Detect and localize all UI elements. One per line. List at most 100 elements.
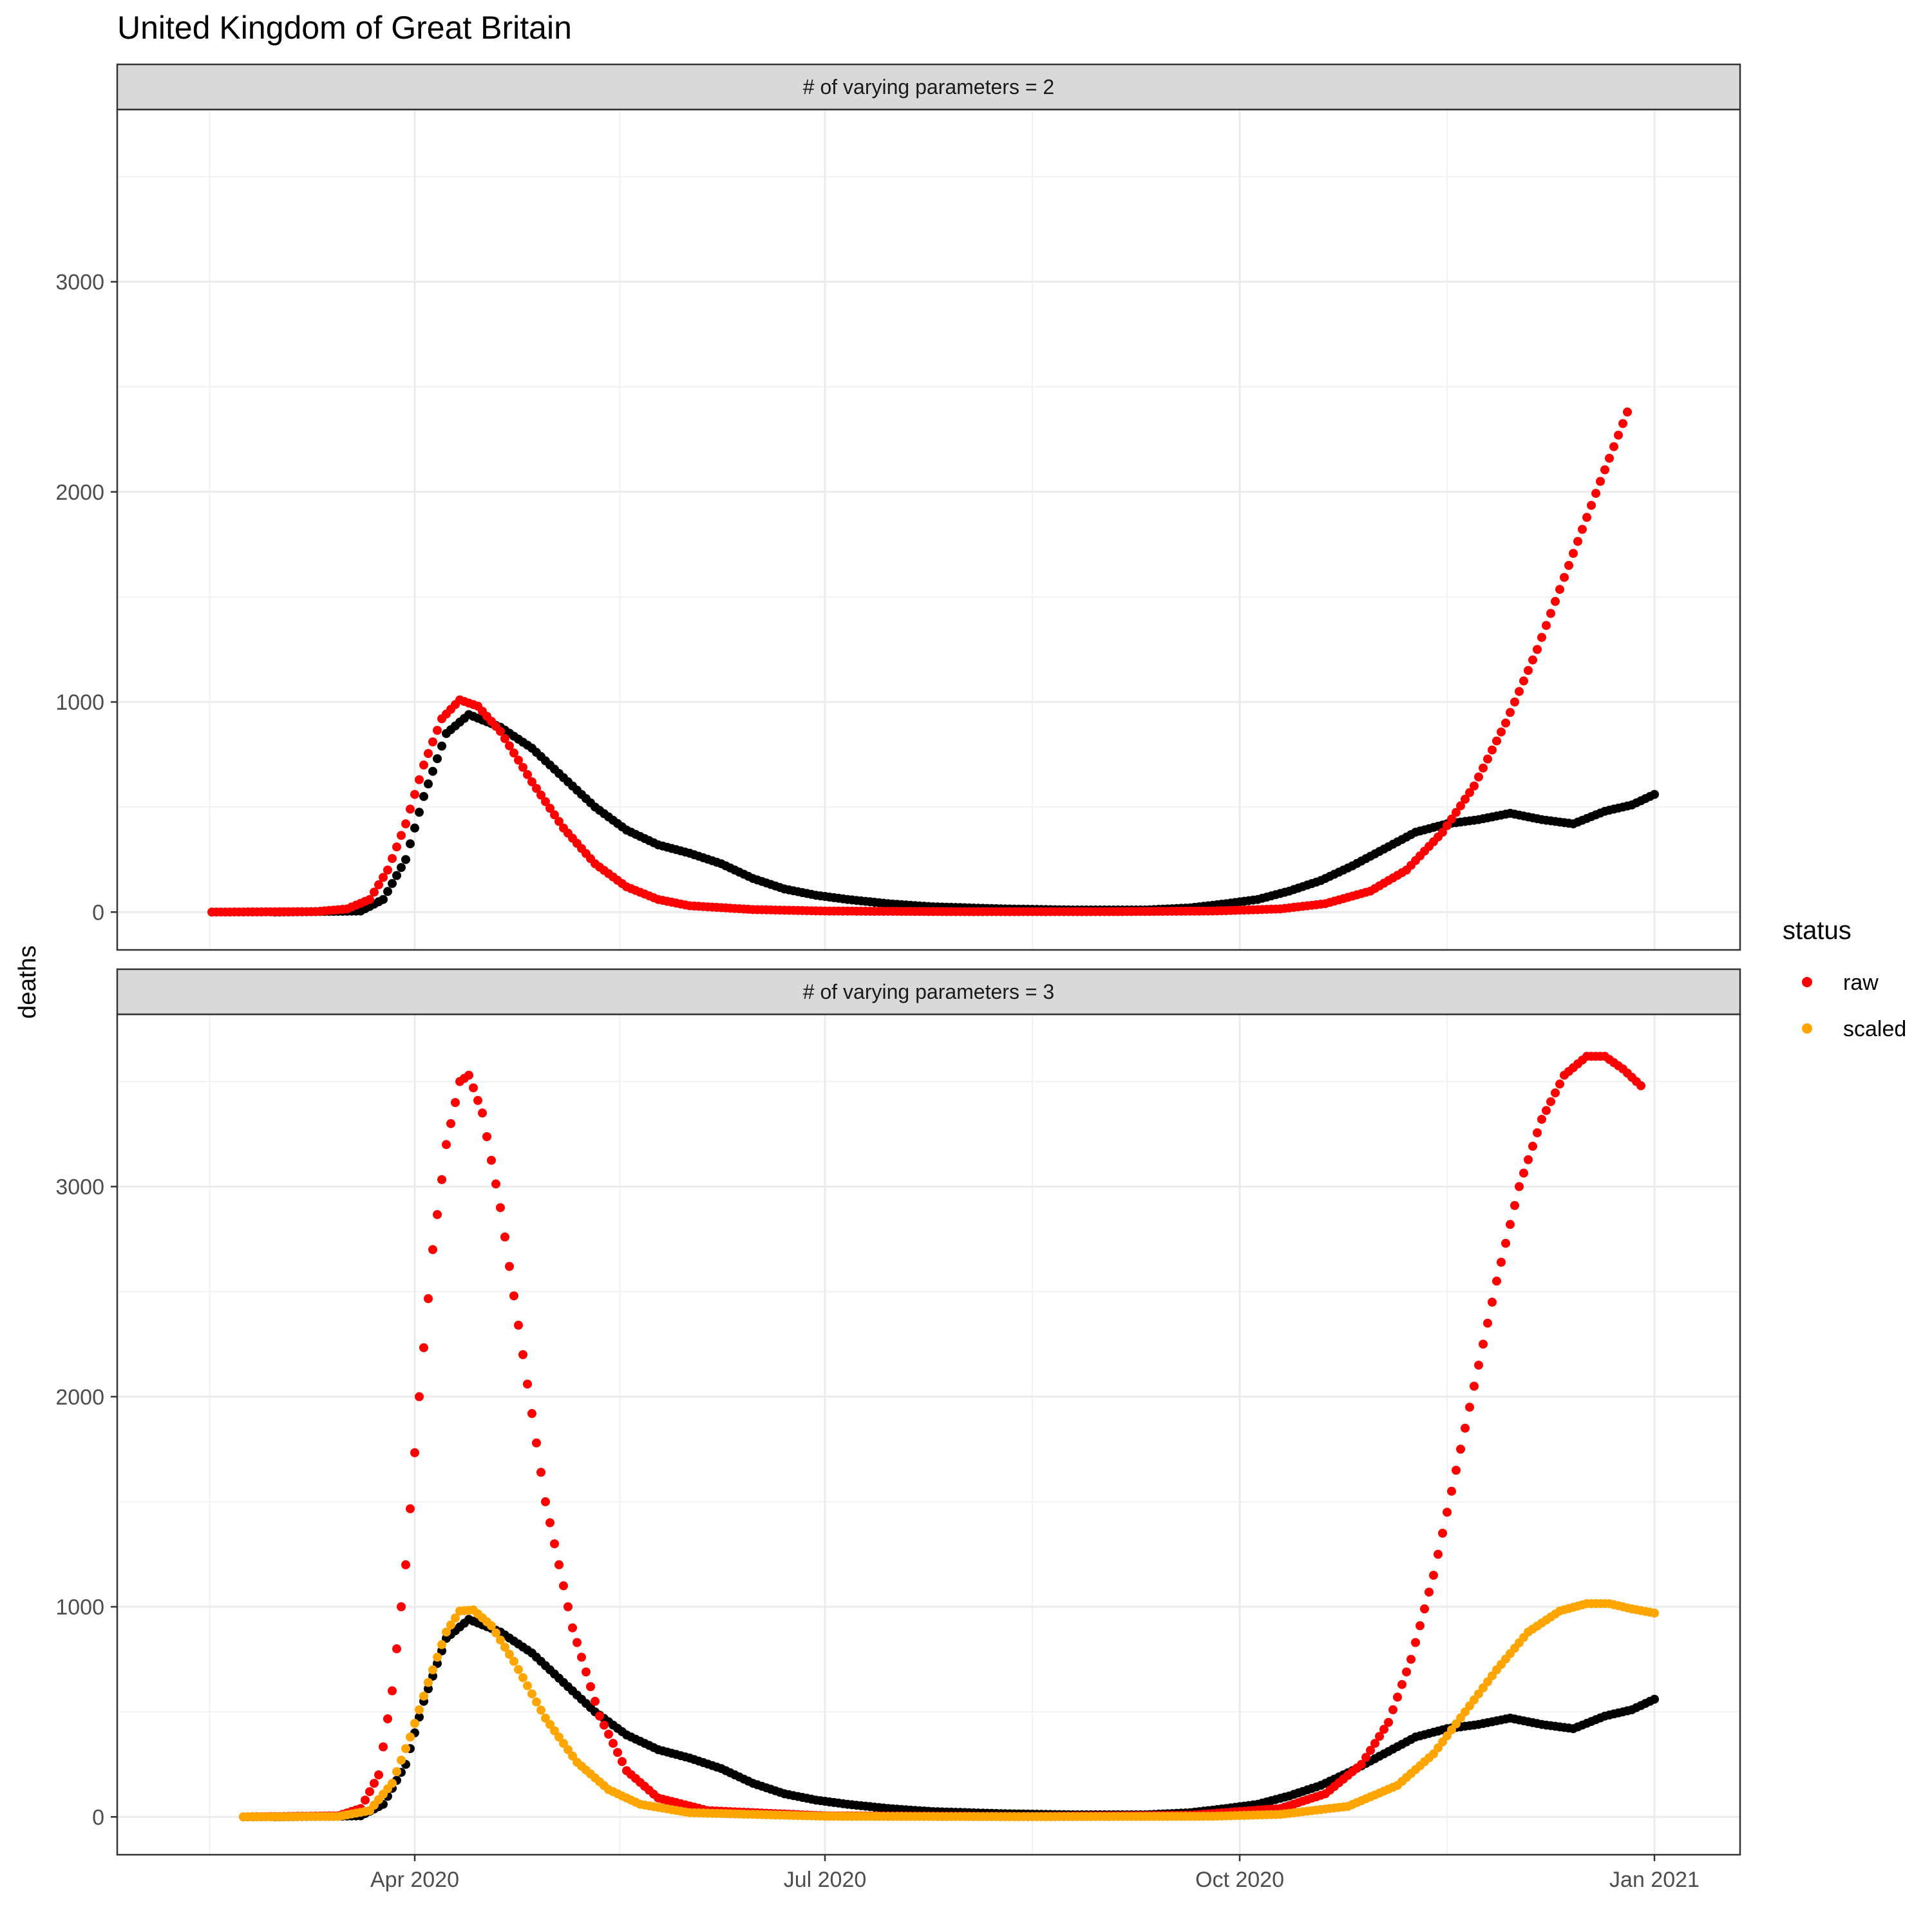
data-point-raw [586, 1682, 595, 1691]
data-point-raw [1443, 1508, 1452, 1517]
data-point-raw [424, 1294, 433, 1303]
data-point-scaled [554, 1732, 564, 1742]
data-point-raw [573, 1638, 582, 1647]
data-point-raw [397, 831, 406, 840]
data-point-observed [424, 1684, 433, 1694]
data-point-observed [433, 1659, 442, 1669]
data-point-raw [1596, 477, 1605, 486]
data-point-raw [496, 726, 505, 736]
data-point-raw [1370, 1739, 1379, 1748]
data-point-raw [1528, 1141, 1537, 1151]
data-point-raw [419, 760, 428, 770]
data-point-raw [1438, 1528, 1447, 1538]
data-point-raw [383, 866, 392, 875]
data-point-scaled [496, 1635, 505, 1645]
panel-background [117, 109, 1740, 950]
data-point-raw [1600, 465, 1609, 475]
data-point-raw [361, 1795, 370, 1805]
data-point-raw [482, 1132, 491, 1141]
data-point-raw [564, 1602, 573, 1611]
data-point-raw [1470, 781, 1479, 791]
data-point-raw [1519, 676, 1528, 686]
data-point-raw [410, 790, 419, 799]
data-point-raw [1474, 772, 1483, 782]
data-point-observed [415, 808, 424, 817]
data-point-raw [1379, 1725, 1388, 1734]
facet-panel-2: # of varying parameters = 3 0 1000 2000 300… [55, 968, 1741, 1892]
data-point-raw [437, 1175, 446, 1184]
data-point-raw [1375, 1732, 1384, 1741]
data-point-observed [410, 823, 419, 833]
data-point-raw [1443, 821, 1452, 830]
data-point-scaled [523, 1681, 532, 1690]
data-point-raw [374, 1770, 383, 1779]
strip-background [116, 63, 1741, 111]
data-point-scaled [532, 1697, 541, 1707]
data-point-raw [1551, 1088, 1560, 1097]
data-point-raw [365, 1787, 374, 1797]
data-points [207, 407, 1659, 917]
x-axis: Apr 2020 Jul 2020 Oct 2020 Jan 2021 [370, 1855, 1700, 1892]
data-point-observed [433, 754, 442, 764]
data-point-scaled [433, 1653, 442, 1662]
data-point-raw [478, 1108, 487, 1118]
data-point-scaled [487, 1621, 496, 1631]
data-point-raw [1533, 645, 1542, 654]
data-point-raw [1546, 609, 1555, 618]
data-point-raw [428, 737, 437, 746]
data-point-scaled [451, 1613, 460, 1623]
data-point-raw [550, 810, 559, 820]
data-point-scaled [564, 1745, 573, 1754]
data-point-raw [1506, 708, 1515, 717]
data-point-raw [1524, 1155, 1533, 1164]
strip-label: # of varying parameters = 3 [803, 980, 1054, 1003]
data-point-raw [433, 726, 442, 735]
data-point-raw [1479, 1340, 1488, 1349]
data-point-raw [1542, 621, 1551, 630]
data-point-observed [1650, 790, 1659, 799]
data-point-raw [541, 1497, 550, 1506]
data-point-raw [442, 1140, 451, 1150]
data-point-observed [401, 855, 410, 864]
data-point-raw [433, 1210, 442, 1219]
y-tick-label: 3000 [55, 1175, 104, 1200]
data-point-scaled [406, 1732, 415, 1742]
data-point-raw [591, 1696, 600, 1706]
data-point-raw [1551, 596, 1560, 606]
data-point-raw [1497, 1258, 1506, 1267]
data-point-raw [365, 895, 374, 904]
y-tick-label: 2000 [55, 480, 104, 505]
data-point-raw [1492, 1276, 1501, 1286]
y-axis: 0 1000 2000 3000 [55, 1175, 117, 1830]
data-point-raw [1501, 718, 1510, 728]
data-point-raw [424, 749, 433, 758]
data-point-raw [523, 770, 532, 779]
data-point-observed [428, 766, 437, 776]
data-point-raw [1384, 1718, 1393, 1727]
data-point-raw [1434, 1549, 1443, 1559]
data-point-raw [509, 748, 518, 758]
data-point-raw [523, 1379, 532, 1389]
data-point-raw [370, 887, 379, 897]
data-point-scaled [397, 1756, 406, 1765]
data-point-scaled [442, 1627, 451, 1637]
data-point-raw [464, 1070, 473, 1080]
y-tick-label: 0 [92, 900, 104, 925]
data-point-raw [415, 775, 424, 784]
data-point-raw [428, 1245, 437, 1255]
data-point-scaled [428, 1665, 437, 1674]
data-point-raw [1474, 1360, 1483, 1370]
data-point-raw [1461, 1423, 1470, 1433]
data-point-observed [437, 1646, 446, 1656]
data-point-raw [1501, 1238, 1510, 1248]
data-point-scaled [559, 1739, 568, 1748]
data-point-scaled [446, 1620, 455, 1630]
data-point-raw [410, 1448, 419, 1457]
data-point-raw [1582, 513, 1591, 522]
y-tick-label: 0 [92, 1805, 104, 1830]
data-point-raw [500, 1232, 509, 1242]
data-point-raw [406, 1504, 415, 1513]
data-point-scaled [500, 1642, 509, 1652]
data-point-raw [1492, 736, 1501, 746]
chart-title: United Kingdom of Great Britain [117, 10, 572, 46]
